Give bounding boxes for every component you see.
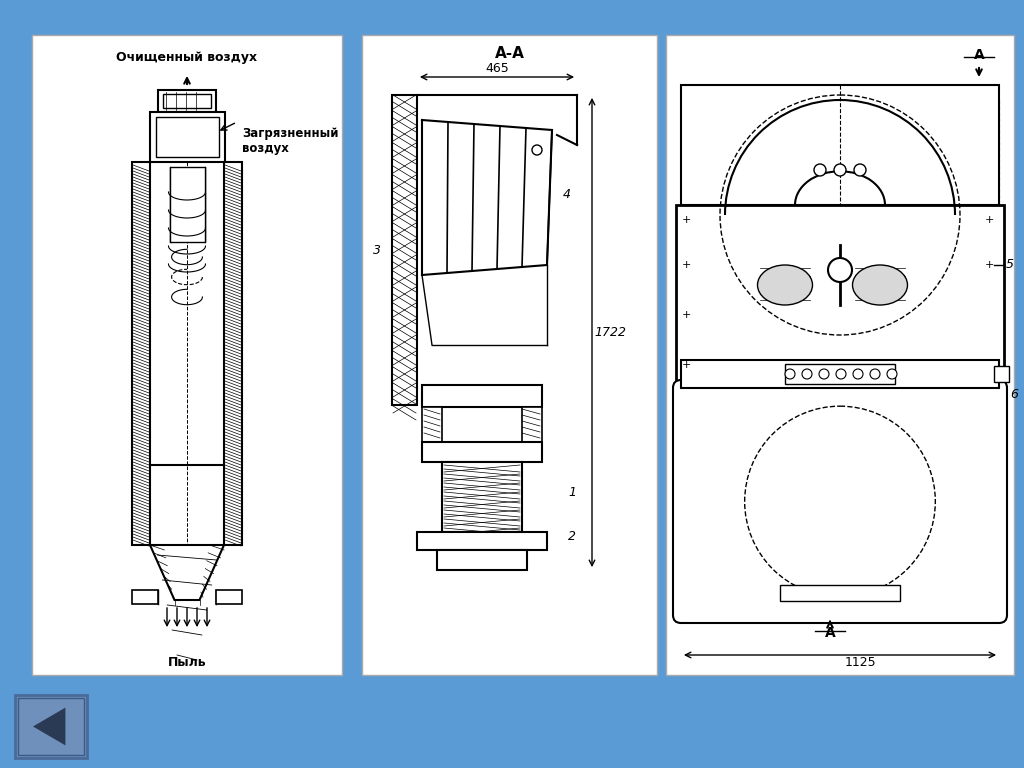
Text: 3: 3 [373,243,381,257]
Bar [362,35,657,675]
Bar [994,366,1009,382]
Text: А: А [824,626,836,640]
Circle shape [854,164,866,176]
Bar [156,117,218,157]
Bar [442,462,522,532]
Bar [681,360,999,388]
Text: А: А [974,48,984,62]
Ellipse shape [853,265,907,305]
Circle shape [834,164,846,176]
Bar [422,407,442,442]
Circle shape [828,258,852,282]
Circle shape [785,369,795,379]
Bar [18,698,84,755]
Text: 4: 4 [563,188,571,201]
Text: 1125: 1125 [844,657,876,670]
Circle shape [887,369,897,379]
Text: 465: 465 [485,62,509,75]
Text: +: + [681,215,690,225]
Text: 1722: 1722 [594,326,626,339]
Bar [158,90,216,112]
Bar [170,167,205,242]
Circle shape [819,369,829,379]
Bar [437,550,527,570]
Bar [422,385,542,407]
Text: А-А: А-А [495,45,524,61]
Text: 6: 6 [1010,388,1018,400]
Text: Пыль: Пыль [168,657,206,670]
Circle shape [802,369,812,379]
Bar [163,94,211,108]
Text: 2: 2 [568,531,575,544]
Bar [224,162,242,545]
Bar [780,585,900,601]
Circle shape [814,164,826,176]
Bar [132,590,158,604]
Text: +: + [681,360,690,370]
Bar [392,95,417,405]
Text: +: + [984,215,993,225]
Text: 1: 1 [568,485,575,498]
Bar [216,590,242,604]
Bar [666,35,1014,675]
Polygon shape [33,707,66,746]
Polygon shape [150,545,224,600]
Bar [785,364,895,384]
Bar [150,112,224,162]
Text: Загрязненный
воздух: Загрязненный воздух [242,127,339,155]
Bar [681,85,999,205]
Circle shape [870,369,880,379]
Circle shape [836,369,846,379]
Text: Очищенный воздух: Очищенный воздух [117,51,258,64]
Text: +: + [681,260,690,270]
Text: 5: 5 [1006,259,1014,272]
Text: +: + [984,260,993,270]
FancyBboxPatch shape [673,380,1007,623]
Bar [32,35,342,675]
Ellipse shape [758,265,812,305]
Circle shape [853,369,863,379]
Bar [417,532,547,550]
Bar [422,442,542,462]
Circle shape [532,145,542,155]
Bar [15,695,87,758]
Bar [522,407,542,442]
Bar [132,162,150,545]
Text: +: + [681,310,690,320]
Bar [676,205,1004,590]
